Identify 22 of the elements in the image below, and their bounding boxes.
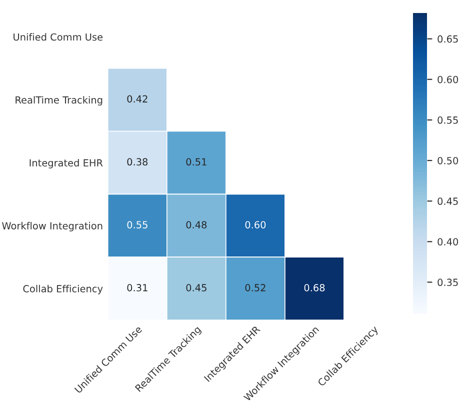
data-label: 0.45 [186,284,206,292]
color-bar-label: 0.55 [438,116,458,124]
y-tick-label: Unified Comm Use [14,33,102,41]
data-label: 0.51 [186,158,206,166]
data-label: 0.31 [127,284,148,292]
color-bar-label: 0.35 [438,278,458,286]
data-label: 0.55 [127,221,148,228]
data-label: 0.68 [304,284,325,292]
y-tick-label: Integrated EHR [30,159,103,168]
color-bar-label: 0.65 [438,35,458,43]
data-label: 0.42 [127,95,148,103]
data-label: 0.52 [245,284,266,292]
y-tick-label: RealTime Tracking [16,96,102,106]
color-bar-label: 0.60 [438,76,458,84]
data-label: 0.48 [186,221,207,228]
data-label: 0.38 [127,158,148,166]
color-bar-label: 0.40 [438,238,458,246]
color-bar-label: 0.45 [438,198,458,205]
y-tick-label: Workflow Integration [2,222,102,232]
color-bar-label: 0.50 [438,156,458,164]
data-label: 0.60 [245,221,266,228]
y-tick-label: Collab Efficiency [23,284,103,294]
